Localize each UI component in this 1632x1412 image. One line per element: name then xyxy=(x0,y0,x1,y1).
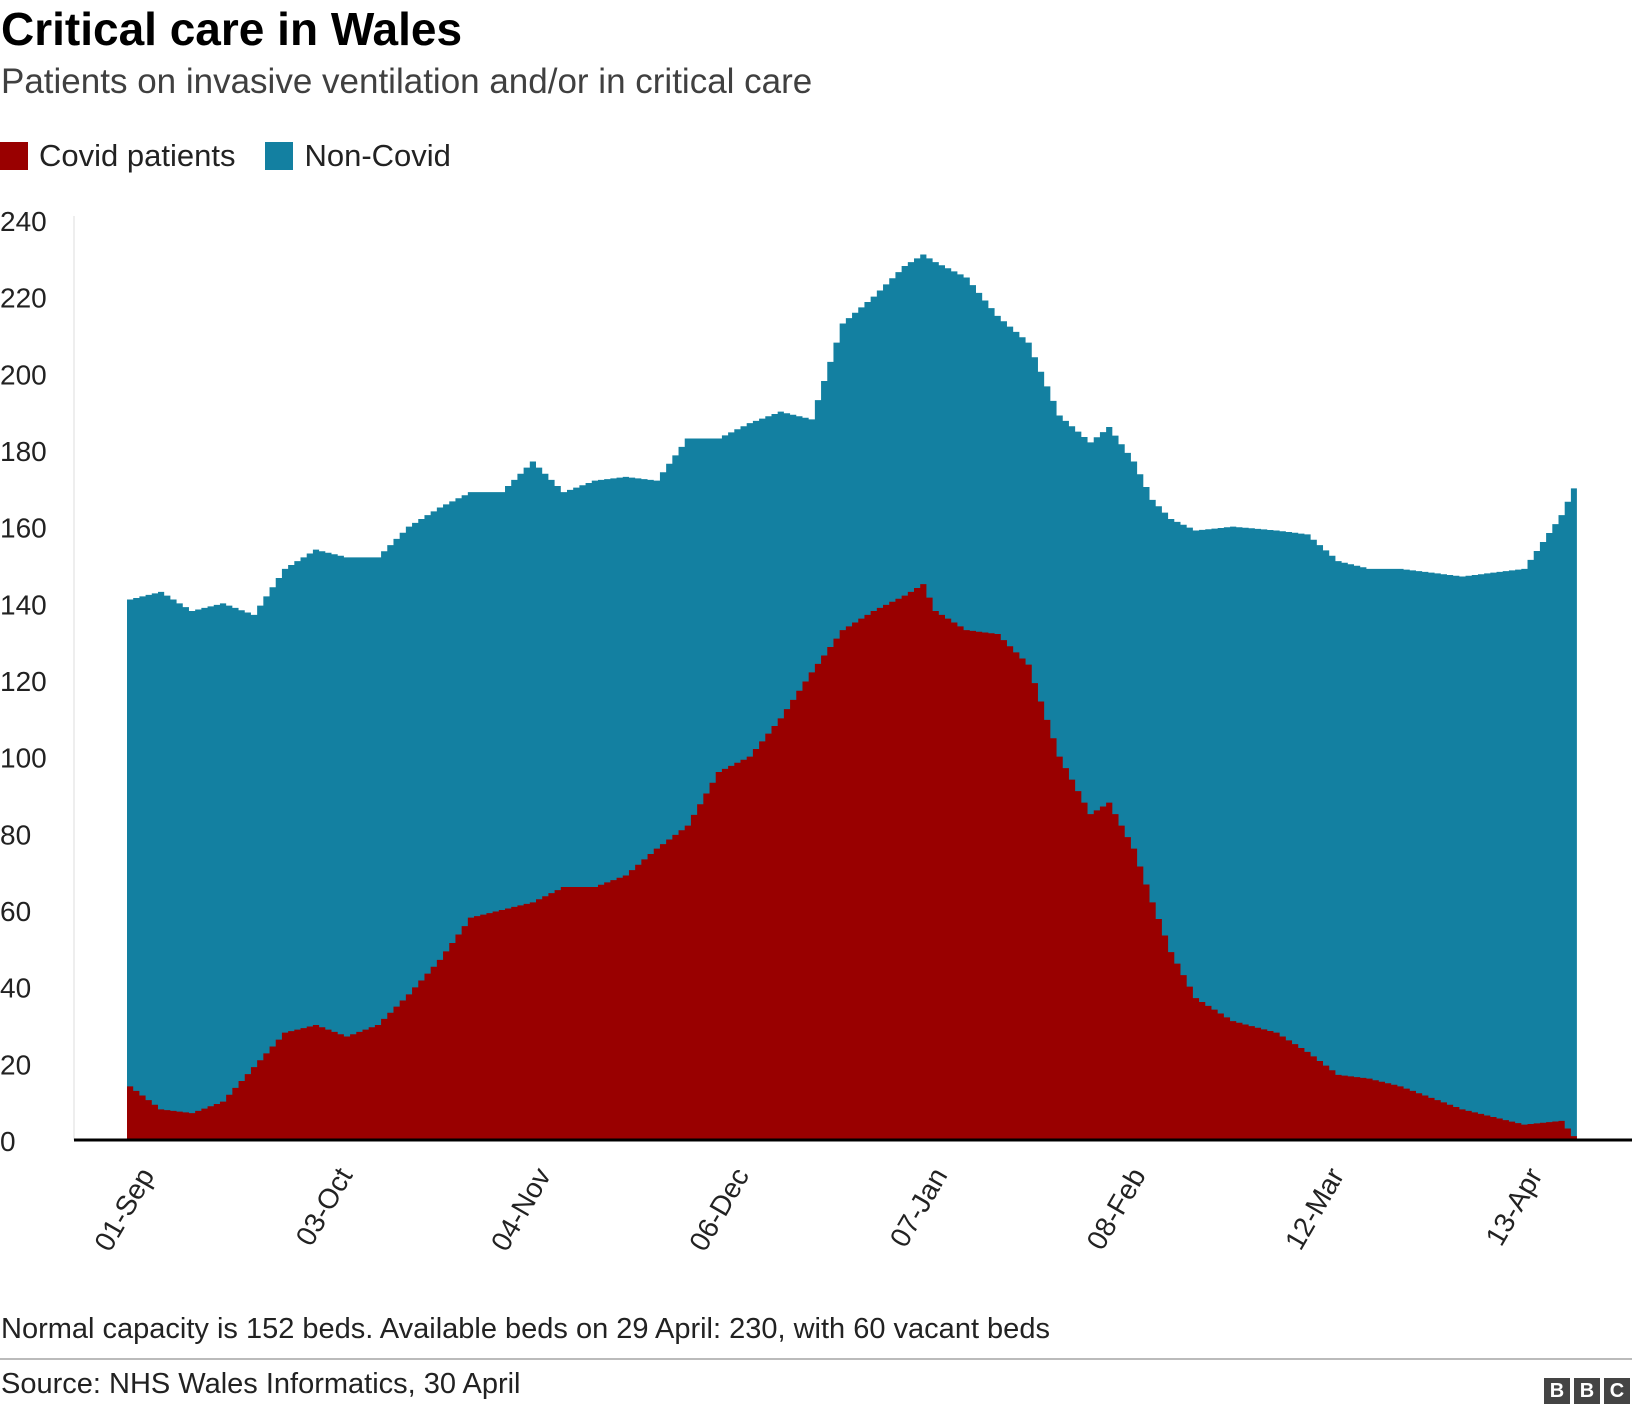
chart-title: Critical care in Wales xyxy=(1,3,463,55)
series-area-covid xyxy=(127,584,1577,1140)
y-tick-label: 160 xyxy=(0,513,47,544)
y-tick-label: 140 xyxy=(0,589,47,620)
bbc-logo-letter: C xyxy=(1604,1378,1630,1404)
x-tick-label: 01-Sep xyxy=(88,1163,160,1257)
legend: Covid patients Non-Covid xyxy=(0,136,481,176)
bbc-logo: B B C xyxy=(1540,1378,1630,1404)
bbc-logo-letter: B xyxy=(1544,1378,1570,1404)
y-tick-label: 240 xyxy=(0,206,47,237)
chart-note: Normal capacity is 152 beds. Available b… xyxy=(1,1313,1050,1345)
stacked-area-chart: 0 20 40 60 80 100 120 140 160 180 200 220 240 01-Sep 0… xyxy=(0,206,1632,1257)
source-text: Source: NHS Wales Informatics, 30 April xyxy=(1,1368,521,1400)
chart-subtitle: Patients on invasive ventilation and/or … xyxy=(1,62,813,101)
legend-label-non-covid: Non-Covid xyxy=(304,138,451,173)
x-tick-label: 13-Apr xyxy=(1479,1163,1548,1251)
y-tick-label: 120 xyxy=(0,666,47,697)
legend-item-covid: Covid patients xyxy=(0,138,235,174)
legend-label-covid: Covid patients xyxy=(39,138,236,173)
y-tick-label: 200 xyxy=(0,359,47,390)
y-tick-label: 0 xyxy=(0,1126,16,1157)
x-tick-label: 04-Nov xyxy=(485,1163,557,1257)
y-tick-label: 20 xyxy=(0,1049,31,1080)
y-tick-label: 40 xyxy=(0,973,31,1004)
x-tick-label: 08-Feb xyxy=(1081,1163,1152,1255)
y-tick-label: 60 xyxy=(0,896,31,927)
x-tick-label: 07-Jan xyxy=(884,1163,954,1253)
x-tick-label: 03-Oct xyxy=(290,1162,359,1250)
footer-divider xyxy=(0,1358,1632,1360)
y-tick-label: 220 xyxy=(0,283,47,314)
x-tick-label: 06-Dec xyxy=(683,1163,755,1257)
y-tick-label: 100 xyxy=(0,743,47,774)
bbc-logo-letter: B xyxy=(1574,1378,1600,1404)
legend-swatch-covid xyxy=(0,142,28,170)
legend-item-non-covid: Non-Covid xyxy=(265,138,451,174)
y-tick-label: 80 xyxy=(0,819,31,850)
legend-swatch-non-covid xyxy=(265,142,294,170)
x-tick-label: 12-Mar xyxy=(1279,1163,1350,1255)
y-tick-label: 180 xyxy=(0,436,47,467)
